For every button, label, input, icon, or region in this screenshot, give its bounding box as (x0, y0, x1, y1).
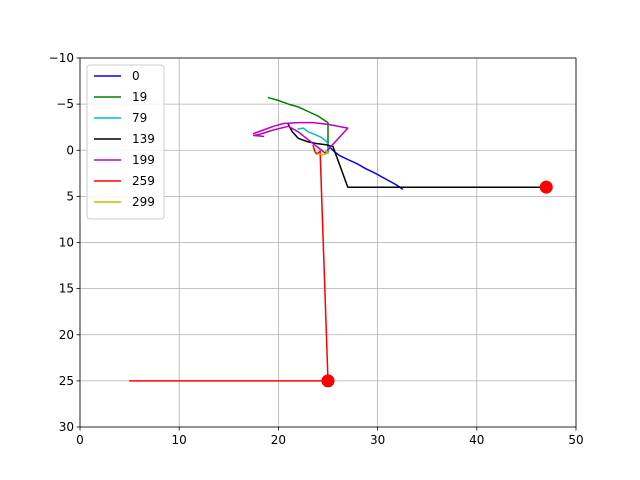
series-line-259 (128, 144, 329, 382)
y-tick-label: 25 (59, 374, 74, 388)
x-tick-label: 40 (469, 433, 484, 447)
marker-layer (321, 180, 553, 388)
y-tick-label: 30 (59, 420, 74, 434)
x-tick-label: 10 (172, 433, 187, 447)
y-tick-label: −5 (56, 97, 74, 111)
series-line-139 (287, 123, 547, 188)
y-tick-label: 5 (66, 189, 74, 203)
y-tick-label: 0 (66, 143, 74, 157)
series-layer (128, 96, 547, 382)
x-tick-label: 30 (370, 433, 385, 447)
legend: 0 19 79 139 199 259 299 (86, 64, 165, 220)
x-tick-label: 50 (568, 433, 583, 447)
series-line-199 (252, 121, 349, 154)
series-line-299 (317, 149, 329, 156)
endpoint-marker (539, 180, 553, 194)
series-line-0 (330, 147, 404, 190)
legend-label: 299 (132, 195, 155, 209)
y-tick-label: 15 (59, 282, 74, 296)
axis-ticks: 0 10 20 30 40 50 −10 −5 0 5 10 15 20 25 30 (49, 51, 584, 447)
y-tick-label: 10 (59, 236, 74, 250)
x-tick-label: 0 (76, 433, 84, 447)
y-tick-label: −10 (49, 51, 74, 65)
legend-label: 79 (132, 111, 147, 125)
legend-label: 199 (132, 153, 155, 167)
legend-label: 259 (132, 174, 155, 188)
legend-label: 19 (132, 90, 147, 104)
legend-label: 0 (132, 69, 140, 83)
y-tick-label: 20 (59, 328, 74, 342)
x-tick-label: 20 (271, 433, 286, 447)
endpoint-marker (321, 374, 335, 388)
legend-label: 139 (132, 132, 155, 146)
